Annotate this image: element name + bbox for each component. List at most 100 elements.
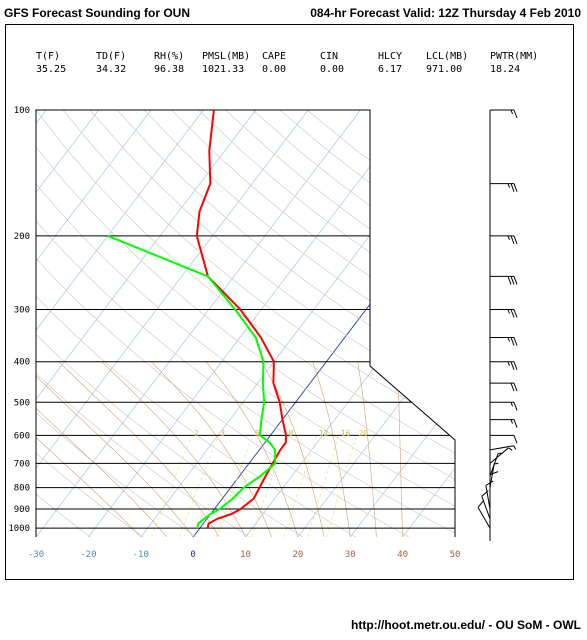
- mixing-ratio-line: [151, 435, 193, 537]
- mixing-ratio-label: 3: [220, 429, 225, 438]
- stat-value-3: 1021.33: [202, 64, 244, 75]
- stat-value-7: 971.00: [426, 64, 462, 75]
- stat-label-4: CAPE: [262, 51, 286, 62]
- isotherm: [507, 110, 587, 537]
- y-tick-label: 100: [14, 106, 30, 116]
- x-tick-label: 10: [240, 550, 251, 560]
- wind-barb: [490, 109, 518, 119]
- dry-adiabat: [36, 110, 455, 537]
- mixing-ratio-label: 20: [358, 429, 368, 438]
- moist-adiabat: [205, 361, 299, 537]
- x-tick-label: -10: [133, 550, 149, 560]
- isotherm: [140, 110, 455, 537]
- dry-adiabat: [36, 110, 250, 537]
- isotherm: [297, 110, 455, 537]
- stat-label-8: PWTR(MM): [490, 51, 538, 62]
- moist-adiabat: [397, 361, 403, 537]
- wind-barb: [485, 480, 494, 510]
- dry-adiabat: [171, 110, 455, 537]
- pressure-axis: 100 200 300 400 500 600 700 800 900 1000: [8, 106, 30, 534]
- x-tick-label: -20: [80, 550, 96, 560]
- dry-adiabat: [36, 110, 410, 537]
- stat-label-7: LCL(MB): [426, 51, 468, 62]
- footer-credit: http://hoot.metr.ou.edu/ - OU SoM - OWL: [351, 618, 581, 632]
- wind-barb: [490, 275, 518, 285]
- x-tick-label: 30: [345, 550, 356, 560]
- chart-subtitle: 084-hr Forecast Valid: 12Z Thursday 4 Fe…: [310, 6, 581, 20]
- stat-label-2: RH(%): [154, 51, 184, 62]
- isotherm: [454, 110, 455, 537]
- stat-value-1: 34.32: [96, 64, 126, 75]
- dry-adiabat: [36, 110, 91, 537]
- background-lines: [36, 110, 587, 537]
- wind-barb: [490, 183, 518, 192]
- mixing-ratio-line: [215, 435, 254, 537]
- moist-adiabat: [261, 361, 325, 537]
- moist-adiabat: [36, 361, 142, 537]
- mixing-ratio-labels: 2 3 5 8 12 16 20: [194, 429, 368, 438]
- mixing-ratio-label: 8: [288, 429, 293, 438]
- isotherm: [36, 110, 99, 537]
- wind-barb: [477, 500, 491, 529]
- stats-panel: T(F) 35.25 TD(F) 34.32 RH(%) 96.38 PMSL(MB) 102…: [36, 51, 538, 75]
- dry-adiabat: [144, 110, 455, 537]
- isotherm: [349, 110, 455, 537]
- moist-adiabat: [58, 361, 220, 537]
- dry-adiabat: [225, 110, 455, 537]
- sounding-frame: [5, 24, 574, 580]
- wind-barb: [489, 462, 499, 488]
- x-tick-label: 50: [450, 550, 461, 560]
- dry-adiabat: [62, 110, 455, 537]
- wind-barb: [490, 382, 518, 392]
- stat-label-1: TD(F): [96, 51, 126, 62]
- wind-barb: [490, 434, 518, 444]
- dry-adiabat: [89, 110, 455, 537]
- moist-adiabat: [357, 361, 377, 537]
- x-tick-label: 0: [190, 550, 195, 560]
- isobars: [35, 109, 456, 537]
- y-tick-label: 400: [14, 358, 30, 368]
- mixing-ratio-label: 5: [255, 429, 260, 438]
- y-tick-label: 900: [14, 505, 30, 515]
- moist-adiabat: [36, 361, 168, 537]
- y-tick-label: 500: [14, 398, 30, 408]
- stat-value-8: 18.24: [490, 64, 520, 75]
- dry-adiabat: [279, 110, 455, 537]
- wind-barb: [490, 235, 518, 245]
- stat-value-0: 35.25: [36, 64, 66, 75]
- dry-adiabat: [36, 110, 303, 537]
- isotherm: [36, 110, 257, 537]
- dry-adiabat: [36, 110, 455, 537]
- moist-adiabat: [101, 361, 246, 537]
- profiles: [107, 110, 288, 529]
- y-tick-label: 600: [14, 431, 30, 441]
- wind-barb: [490, 419, 518, 428]
- isotherm: [192, 110, 455, 537]
- wind-barb: [481, 490, 491, 519]
- y-tick-label: 1000: [8, 524, 30, 534]
- wind-barb: [489, 447, 513, 464]
- dry-adiabat: [36, 110, 197, 537]
- x-tick-label: 40: [397, 550, 408, 560]
- dry-adiabat: [36, 110, 455, 537]
- isotherm: [36, 110, 47, 537]
- chart-title: GFS Forecast Sounding for OUN: [4, 6, 191, 20]
- wind-barb: [490, 401, 518, 411]
- mixing-ratio-line: [326, 435, 357, 537]
- moist-adiabat: [36, 361, 194, 537]
- stat-value-6: 6.17: [378, 64, 402, 75]
- dewpoint-line: [107, 234, 277, 529]
- stat-label-0: T(F): [36, 51, 60, 62]
- y-tick-label: 700: [14, 459, 30, 469]
- temperature-axis: -30 -20 -10 0 10 20 30 40 50: [28, 550, 461, 560]
- y-tick-label: 800: [14, 484, 30, 494]
- isotherm: [36, 110, 204, 537]
- wind-barb: [489, 471, 499, 499]
- dry-adiabat: [306, 110, 455, 537]
- isotherm: [36, 110, 309, 537]
- dry-adiabat: [36, 110, 455, 537]
- mixing-ratio-line: [251, 435, 287, 537]
- y-tick-label: 200: [14, 232, 30, 242]
- mixing-ratio-label: 16: [341, 429, 351, 438]
